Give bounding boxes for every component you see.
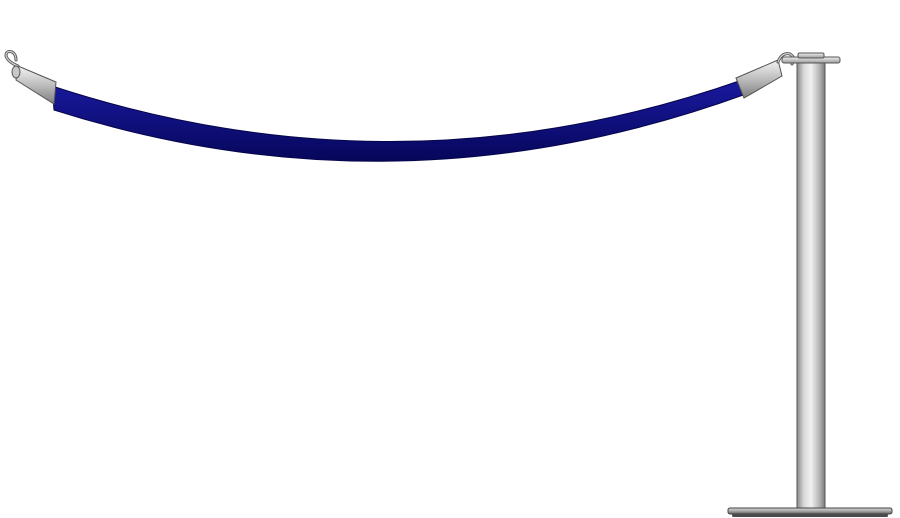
stanchion-post-icon xyxy=(781,52,841,510)
stanchion-base-icon xyxy=(727,507,893,517)
snap-hook-icon xyxy=(4,50,57,105)
velvet-rope-icon xyxy=(51,79,747,162)
